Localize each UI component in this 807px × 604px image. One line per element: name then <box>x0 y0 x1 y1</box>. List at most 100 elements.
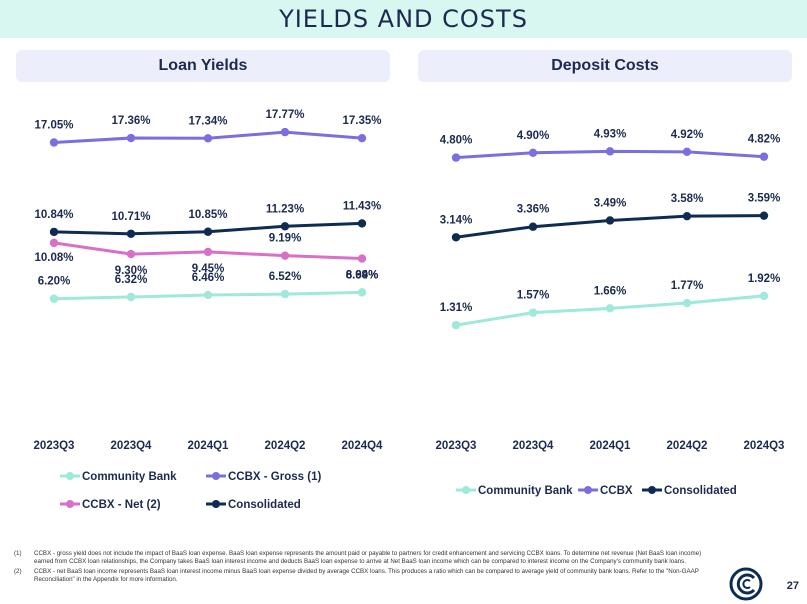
data-point-ccbx <box>759 152 769 161</box>
x-tick-label: 2024Q1 <box>590 440 632 452</box>
data-point-community-bank <box>49 294 59 303</box>
legend-label: Community Bank <box>478 485 573 497</box>
footnote-number: (1) <box>14 550 22 557</box>
data-label: 17.35% <box>342 115 381 127</box>
legend-item-ccbx: CCBX <box>578 485 633 497</box>
data-label: 1.77% <box>671 280 704 292</box>
data-point-consolidated <box>357 219 367 228</box>
data-point-consolidated <box>528 222 538 231</box>
data-label: 10.85% <box>188 209 227 221</box>
footnote-1: (1) CCBX - gross yield does not include … <box>14 550 714 567</box>
data-point-community-bank <box>682 298 692 308</box>
data-point-consolidated <box>126 229 136 238</box>
legend-swatch-marker <box>584 486 592 494</box>
x-tick-label: 2023Q3 <box>436 440 477 452</box>
title-bar: YIELDS AND COSTS <box>0 0 807 38</box>
x-tick-label: 2023Q3 <box>34 440 75 452</box>
legend-item-ccbx-gross: CCBX - Gross (1) <box>206 471 321 483</box>
data-label: 11.43% <box>343 200 381 212</box>
data-point-ccbx-gross <box>203 134 213 143</box>
data-label: 10.84% <box>34 209 73 221</box>
data-label: 1.31% <box>440 302 473 314</box>
data-label: 1.92% <box>748 273 781 285</box>
data-point-ccbx-net <box>126 249 136 259</box>
data-label: 10.71% <box>111 211 150 223</box>
data-label: 8.99% <box>346 270 379 282</box>
data-point-ccbx-gross <box>126 133 136 143</box>
data-point-consolidated <box>203 227 213 236</box>
legend-item-community-bank: Community Bank <box>456 485 573 497</box>
data-label: 6.46% <box>192 272 225 284</box>
data-label: 9.45% <box>192 263 225 275</box>
footnotes: (1) CCBX - gross yield does not include … <box>14 550 714 586</box>
x-tick-label: 2024Q3 <box>744 440 785 452</box>
data-label: 17.77% <box>265 109 304 121</box>
data-point-consolidated <box>682 211 692 221</box>
data-label: 3.58% <box>671 193 704 205</box>
legend-item-consolidated: Consolidated <box>206 499 301 511</box>
data-label: 4.80% <box>440 135 473 147</box>
data-point-consolidated <box>280 222 290 231</box>
data-label: 4.93% <box>594 128 627 140</box>
x-tick-label: 2024Q2 <box>265 440 306 452</box>
data-point-community-bank <box>126 292 136 302</box>
x-tick-label: 2024Q2 <box>667 440 708 452</box>
data-label: 3.36% <box>517 204 550 216</box>
legend-item-consolidated: Consolidated <box>642 485 737 497</box>
data-point-ccbx-net <box>203 247 213 257</box>
legend-swatch-marker <box>462 486 470 494</box>
legend-item-ccbx-net: CCBX - Net (2) <box>60 499 161 511</box>
legend-label: CCBX <box>600 485 633 497</box>
data-point-community-bank <box>605 304 615 313</box>
data-label: 4.82% <box>748 134 781 146</box>
data-label: 6.52% <box>269 271 302 283</box>
data-point-community-bank <box>451 320 461 330</box>
legend-swatch-marker <box>66 472 74 480</box>
legend-swatch-marker <box>212 500 220 508</box>
legend-label: CCBX - Net (2) <box>82 499 161 511</box>
data-label: 1.57% <box>517 290 550 302</box>
deposit-costs-chart: 2023Q3 2023Q4 2024Q1 2024Q2 2024Q3 4.80% 4.90%… <box>436 128 785 497</box>
legend-swatch-marker <box>212 472 220 480</box>
loan-yields-chart: 2023Q3 2023Q4 2024Q1 2024Q2 2024Q4 17.05% 17.3… <box>34 109 384 511</box>
data-point-ccbx-gross <box>280 127 290 137</box>
legend-label: Consolidated <box>664 485 737 497</box>
legend-item-community-bank: Community Bank <box>60 471 177 483</box>
data-point-ccbx <box>528 148 538 157</box>
data-label: 4.92% <box>671 129 704 141</box>
footnote-text: CCBX - gross yield does not include the … <box>34 550 702 566</box>
data-point-community-bank <box>528 308 538 317</box>
data-point-consolidated <box>49 227 59 237</box>
data-label: 11.23% <box>266 203 304 215</box>
legend-swatch-marker <box>66 500 74 508</box>
footnote-number: (2) <box>14 567 22 575</box>
data-point-consolidated <box>759 211 769 220</box>
x-tick-label: 2023Q4 <box>111 440 153 452</box>
data-point-community-bank <box>759 291 769 301</box>
data-point-community-bank <box>203 290 213 300</box>
data-label: 6.64% <box>346 269 379 281</box>
data-label: 3.49% <box>594 197 627 209</box>
legend-label: Community Bank <box>82 471 177 483</box>
data-label: 3.14% <box>440 214 473 226</box>
data-point-ccbx <box>451 153 461 162</box>
data-point-community-bank <box>280 289 290 299</box>
data-label: 17.05% <box>34 119 73 131</box>
data-label: 1.66% <box>594 285 627 297</box>
data-label: 6.20% <box>38 276 71 288</box>
data-label: 6.32% <box>115 274 148 286</box>
data-point-ccbx-gross <box>49 138 59 147</box>
deposit-costs-header: Deposit Costs <box>418 50 792 82</box>
data-point-consolidated <box>451 233 461 242</box>
page-title: YIELDS AND COSTS <box>279 5 528 33</box>
data-point-ccbx <box>682 147 692 157</box>
data-label: 10.08% <box>34 252 73 264</box>
legend-label: CCBX - Gross (1) <box>228 471 321 483</box>
data-point-ccbx-net <box>49 238 59 248</box>
legend-label: Consolidated <box>228 499 301 511</box>
data-label: 17.36% <box>111 115 150 127</box>
data-point-ccbx <box>605 147 615 156</box>
data-point-community-bank <box>357 288 367 297</box>
x-tick-label: 2023Q4 <box>513 440 555 452</box>
footnote-2: (2) CCBX - net BaaS loan income represen… <box>14 568 714 585</box>
